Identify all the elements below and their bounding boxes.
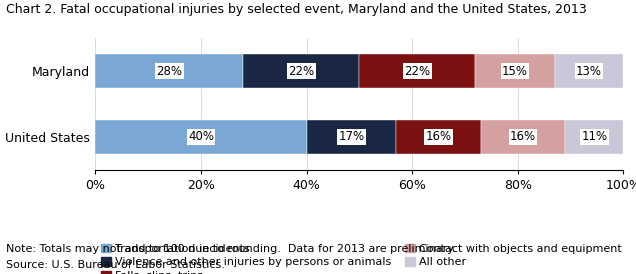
Text: 15%: 15%	[502, 65, 528, 78]
Text: 13%: 13%	[576, 65, 602, 78]
Bar	[481, 120, 565, 154]
Text: Note: Totals may not add to 100 due to rounding.  Data for 2013 are preliminary.: Note: Totals may not add to 100 due to r…	[6, 244, 456, 254]
Bar	[565, 120, 623, 154]
Bar	[95, 54, 243, 88]
Text: 22%: 22%	[288, 65, 314, 78]
Text: 17%: 17%	[338, 130, 364, 144]
Bar	[476, 54, 555, 88]
Bar	[243, 54, 359, 88]
Bar	[555, 54, 623, 88]
Text: 11%: 11%	[581, 130, 607, 144]
Bar	[359, 54, 476, 88]
Text: 16%: 16%	[425, 130, 452, 144]
Legend: Transportation incidents, Violence and other injuries by persons or animals, Fal: Transportation incidents, Violence and o…	[101, 244, 622, 274]
Text: 22%: 22%	[404, 65, 431, 78]
Bar	[396, 120, 481, 154]
Text: Chart 2. Fatal occupational injuries by selected event, Maryland and the United : Chart 2. Fatal occupational injuries by …	[6, 3, 587, 16]
Text: 40%: 40%	[188, 130, 214, 144]
Bar	[307, 120, 396, 154]
Text: 16%: 16%	[510, 130, 536, 144]
Text: 28%: 28%	[156, 65, 183, 78]
Text: Source: U.S. Bureau of Labor Statistics.: Source: U.S. Bureau of Labor Statistics.	[6, 260, 225, 270]
Bar	[95, 120, 307, 154]
